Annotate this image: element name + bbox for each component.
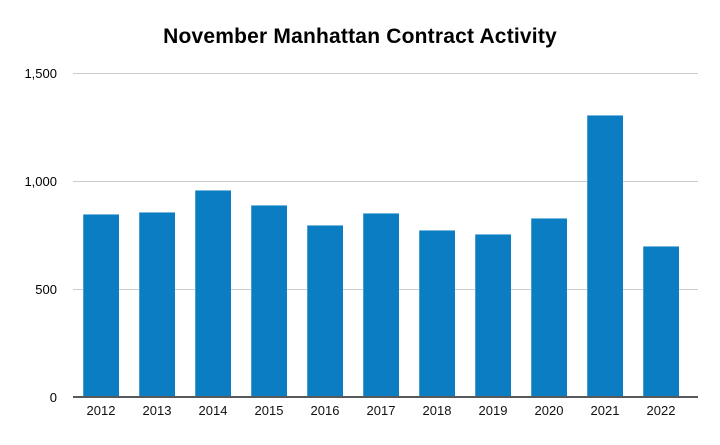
x-axis-tick-label: 2016 bbox=[310, 403, 340, 418]
bar-2016 bbox=[307, 225, 343, 398]
bar-2013 bbox=[139, 212, 175, 398]
y-axis-tick-label: 1,000 bbox=[24, 174, 57, 189]
bar-2014 bbox=[195, 189, 231, 398]
x-axis-tick-label: 2015 bbox=[254, 403, 284, 418]
x-axis-tick-label: 2019 bbox=[478, 403, 508, 418]
y-axis-tick-label: 1,500 bbox=[24, 66, 57, 81]
x-axis-tick-label: 2017 bbox=[366, 403, 396, 418]
x-axis-tick-label: 2022 bbox=[646, 403, 676, 418]
bar-2022 bbox=[643, 245, 679, 398]
bar-2020 bbox=[531, 217, 567, 398]
x-axis-line bbox=[73, 396, 698, 398]
gridline-1000 bbox=[73, 181, 698, 182]
bar-2018 bbox=[419, 229, 455, 398]
gridline-1500 bbox=[73, 73, 698, 74]
bar-2021 bbox=[587, 115, 623, 398]
x-axis-tick-label: 2018 bbox=[422, 403, 452, 418]
chart-title: November Manhattan Contract Activity bbox=[163, 25, 557, 48]
x-axis-tick-label: 2012 bbox=[86, 403, 116, 418]
y-axis-tick-label: 500 bbox=[35, 282, 57, 297]
x-axis-tick-label: 2021 bbox=[590, 403, 620, 418]
y-axis-tick-label: 0 bbox=[49, 390, 57, 405]
x-axis-tick-label: 2020 bbox=[534, 403, 564, 418]
bar-2019 bbox=[475, 233, 511, 398]
x-axis-tick-label: 2013 bbox=[142, 403, 172, 418]
x-axis-tick-label: 2014 bbox=[198, 403, 228, 418]
bar-2017 bbox=[363, 213, 399, 398]
bar-2012 bbox=[83, 214, 119, 398]
bar-2015 bbox=[251, 204, 287, 398]
